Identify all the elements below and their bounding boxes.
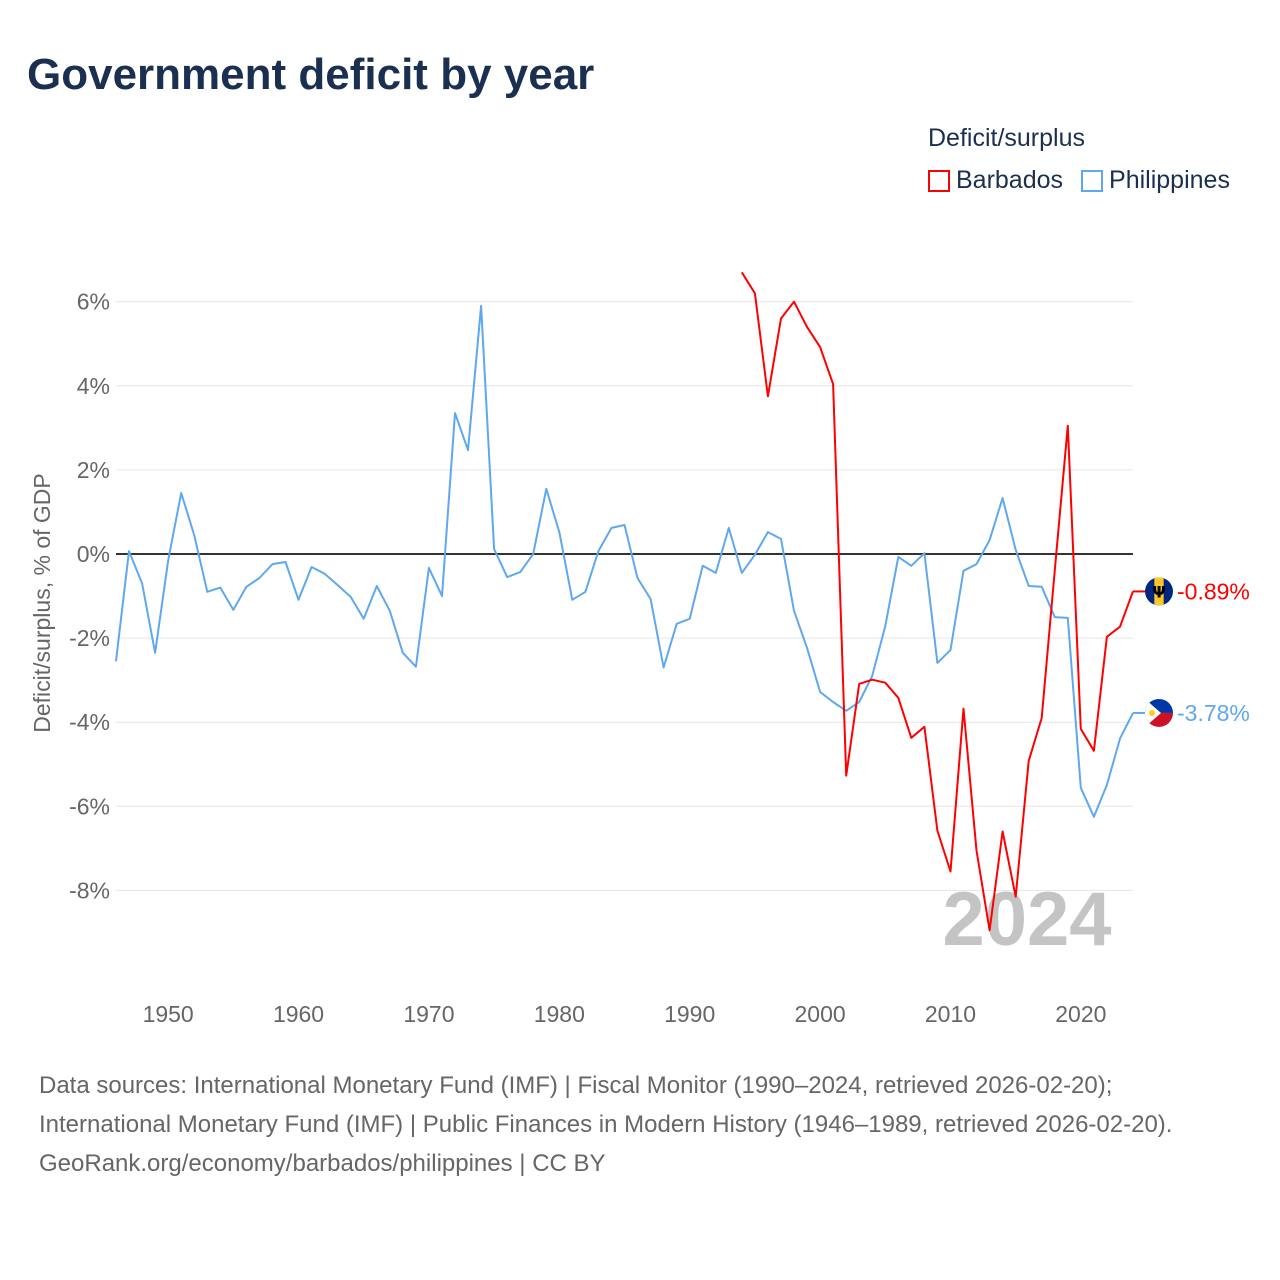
series-line-philippines [115,304,1134,818]
x-tick-label: 1970 [403,1001,454,1027]
x-tick-label: 2020 [1055,1001,1106,1027]
legend: Barbados Philippines [928,166,1230,195]
x-tick-label: 2010 [925,1001,976,1027]
barbados-flag-icon: Ψ [1145,577,1173,606]
x-tick-label: 1950 [143,1001,194,1027]
source-notes: Data sources: International Monetary Fun… [39,1066,1239,1183]
y-tick-label: -8% [69,877,110,903]
end-value-label: -3.78% [1177,700,1250,726]
legend-title: Deficit/surplus [928,124,1085,152]
x-tick-label: 2000 [794,1001,845,1027]
source-url: GeoRank.org/economy/barbados/philippines… [39,1150,606,1177]
y-tick-label: 4% [77,373,110,399]
end-value-label: -0.89% [1177,578,1250,604]
y-tick-label: -4% [69,709,110,735]
svg-text:Ψ: Ψ [1152,582,1166,601]
y-tick-label: 6% [77,289,110,315]
y-tick-label: -2% [69,625,110,651]
source-text: Data sources: International Monetary Fun… [39,1072,1173,1138]
x-tick-label: 1980 [534,1001,585,1027]
legend-label: Barbados [956,166,1064,194]
legend-label: Philippines [1109,166,1230,194]
legend-item-philippines[interactable]: Philippines [1081,166,1230,195]
legend-swatch-barbados [928,169,950,192]
legend-item-barbados[interactable]: Barbados [928,166,1063,195]
philippines-flag-icon [1145,698,1173,727]
y-tick-label: 0% [77,541,110,567]
chart-title: Government deficit by year [27,50,595,99]
x-tick-label: 1990 [664,1001,715,1027]
legend-swatch-philippines [1081,169,1104,192]
year-watermark: 2024 [942,877,1111,962]
y-tick-label: 2% [77,457,110,483]
series-line-barbados [740,271,1134,932]
x-tick-label: 1960 [273,1001,324,1027]
y-tick-label: -6% [69,793,110,819]
y-axis-label: Deficit/surplus, % of GDP [29,473,55,732]
